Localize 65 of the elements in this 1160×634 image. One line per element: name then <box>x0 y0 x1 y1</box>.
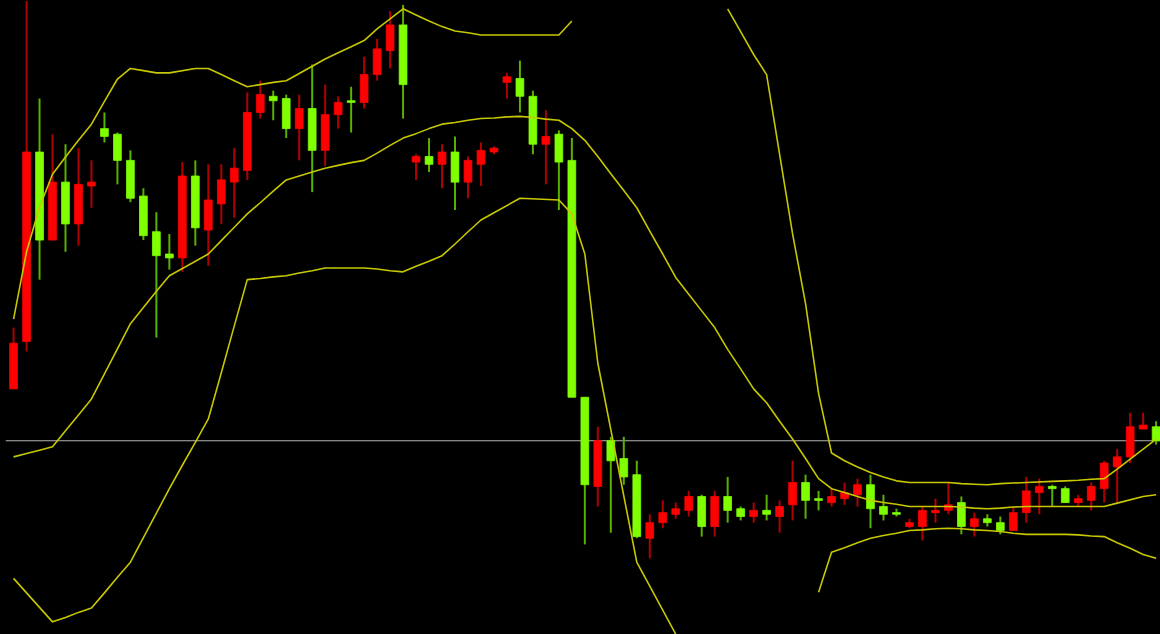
candlestick <box>204 162 213 267</box>
candlestick <box>165 232 174 271</box>
candlestick <box>333 94 343 130</box>
candlestick <box>801 473 810 520</box>
candlestick <box>437 142 447 189</box>
candlestick <box>217 162 226 225</box>
candlestick <box>502 71 512 100</box>
candlestick <box>100 111 109 144</box>
candlestick <box>9 326 18 390</box>
candlestick <box>61 142 70 253</box>
candlestick <box>1009 505 1018 531</box>
candlestick <box>515 59 525 114</box>
candlestick <box>1086 481 1096 511</box>
candlestick <box>619 435 629 486</box>
candlestick <box>944 481 953 515</box>
candlestick <box>411 152 421 181</box>
candlestick <box>139 186 148 241</box>
candlestick <box>424 136 434 173</box>
candlestick <box>840 481 849 506</box>
candlestick <box>710 489 719 538</box>
candlestick <box>606 435 616 534</box>
candlestick <box>762 493 771 521</box>
candlestick <box>87 158 96 209</box>
candlestick <box>359 55 369 110</box>
candlestick <box>113 131 122 185</box>
candlestick <box>255 79 265 120</box>
candlestick <box>152 210 161 339</box>
candlestick <box>788 459 797 521</box>
candlestick <box>970 511 979 538</box>
candlestick <box>541 108 551 185</box>
candlestick <box>528 89 538 155</box>
candlestick <box>372 37 382 82</box>
candlestick <box>879 493 888 521</box>
candlestick <box>385 9 395 69</box>
candlestick <box>645 512 655 559</box>
candlestick <box>126 148 135 203</box>
candlestick <box>1047 483 1057 508</box>
candlestick <box>450 134 460 211</box>
candlestick <box>1099 459 1109 504</box>
candlestick <box>1125 411 1135 464</box>
candlestick <box>931 497 940 524</box>
candlestick <box>346 85 356 134</box>
candlestick <box>723 475 732 524</box>
candlestick <box>957 495 966 535</box>
candlestick <box>684 489 694 518</box>
candlestick <box>775 498 784 534</box>
candlestick <box>554 128 564 211</box>
candlestick <box>268 89 278 121</box>
candlestick <box>918 505 927 542</box>
candlestick <box>814 489 823 511</box>
candlestick <box>1022 475 1031 524</box>
candlestick <box>294 93 304 161</box>
candlestick <box>593 425 603 508</box>
candlestick <box>281 93 291 139</box>
candlestick <box>1034 477 1044 515</box>
candlestick <box>697 493 706 538</box>
candlestick <box>658 498 668 529</box>
candlestick <box>853 477 862 508</box>
candlestick <box>1112 447 1122 504</box>
candlestick <box>229 146 239 219</box>
candlestick <box>749 501 758 524</box>
candlestick <box>866 473 875 529</box>
candlestick <box>74 146 83 247</box>
candlestick <box>307 63 317 193</box>
candlestick <box>320 83 330 167</box>
